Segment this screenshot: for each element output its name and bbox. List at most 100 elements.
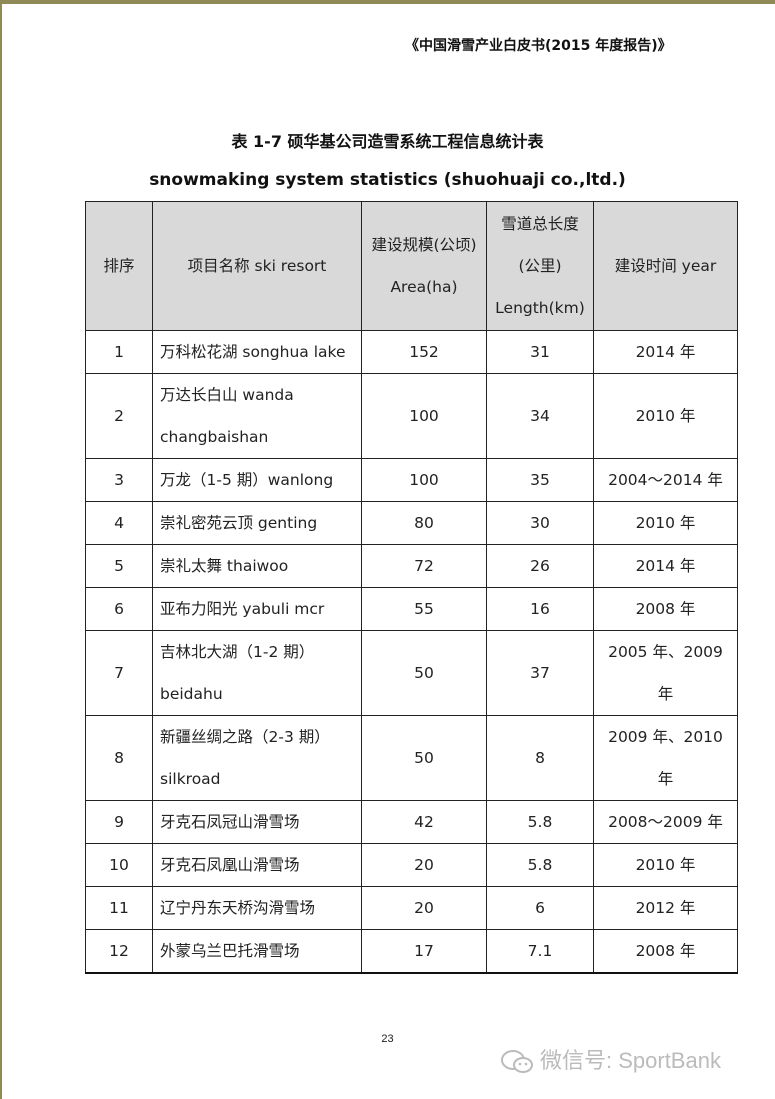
cell-name: 崇礼密苑云顶 genting <box>152 501 362 545</box>
cell-length: 34 <box>486 373 594 459</box>
cell-area: 72 <box>361 544 487 588</box>
cell-area: 55 <box>361 587 487 631</box>
column-header-line: 雪道总长度 <box>501 215 579 233</box>
column-header: 建设时间 year <box>593 201 738 331</box>
column-header-line: (公里) <box>518 257 562 275</box>
cell-no: 12 <box>85 929 153 974</box>
column-header: 雪道总长度 (公里) Length(km) <box>486 201 594 331</box>
cell-length: 37 <box>486 630 594 716</box>
resort-name-line: 辽宁丹东天桥沟滑雪场 <box>160 899 316 917</box>
cell-year: 2008～2009 年 <box>593 800 738 844</box>
cell-no: 11 <box>85 886 153 930</box>
cell-name: 牙克石凤冠山滑雪场 <box>152 800 362 844</box>
resort-name-line: 万龙（1-5 期）wanlong <box>160 471 334 489</box>
cell-length: 5.8 <box>486 843 594 887</box>
table-row: 8 新疆丝绸之路（2-3 期） silkroad 50 8 2009 年、2010 年 <box>85 715 738 801</box>
column-header-line: Area(ha) <box>390 278 458 296</box>
table-row: 10 牙克石凤凰山滑雪场 20 5.8 2010 年 <box>85 843 738 887</box>
table-row: 9 牙克石凤冠山滑雪场 42 5.8 2008～2009 年 <box>85 800 738 844</box>
cell-name: 新疆丝绸之路（2-3 期） silkroad <box>152 715 362 801</box>
cell-year: 2008 年 <box>593 929 738 974</box>
watermark-text: 微信号: SportBank <box>540 1048 721 1073</box>
cell-name: 外蒙乌兰巴托滑雪场 <box>152 929 362 974</box>
cell-name: 牙克石凤凰山滑雪场 <box>152 843 362 887</box>
cell-name: 崇礼太舞 thaiwoo <box>152 544 362 588</box>
cell-year: 2009 年、2010 年 <box>593 715 738 801</box>
table-title-cn: 表 1-7 硕华基公司造雪系统工程信息统计表 <box>231 132 544 151</box>
cell-no: 2 <box>85 373 153 459</box>
wechat-icon <box>501 1050 533 1074</box>
column-header: 项目名称 ski resort <box>152 201 362 331</box>
cell-area: 80 <box>361 501 487 545</box>
table-row: 1 万科松花湖 songhua lake 152 31 2014 年 <box>85 330 738 374</box>
table-row: 12 外蒙乌兰巴托滑雪场 17 7.1 2008 年 <box>85 929 738 974</box>
cell-name: 万龙（1-5 期）wanlong <box>152 458 362 502</box>
resort-name-line: 吉林北大湖（1-2 期） <box>160 643 315 661</box>
resort-name-line: 崇礼密苑云顶 genting <box>160 514 318 532</box>
cell-name: 亚布力阳光 yabuli mcr <box>152 587 362 631</box>
cell-no: 8 <box>85 715 153 801</box>
column-header-line: 项目名称 ski resort <box>187 257 327 275</box>
table-row: 4 崇礼密苑云顶 genting 80 30 2010 年 <box>85 501 738 545</box>
table-header-row: 排序 项目名称 ski resort 建设规模(公顷) Area(ha) 雪道总长度 (公… <box>85 201 738 331</box>
cell-length: 31 <box>486 330 594 374</box>
cell-length: 8 <box>486 715 594 801</box>
cell-year: 2004～2014 年 <box>593 458 738 502</box>
watermark: 微信号: SportBank <box>500 1043 721 1076</box>
table-row: 5 崇礼太舞 thaiwoo 72 26 2014 年 <box>85 544 738 588</box>
cell-year: 2005 年、2009 年 <box>593 630 738 716</box>
resort-name-line: 新疆丝绸之路（2-3 期） <box>160 728 330 746</box>
cell-area: 42 <box>361 800 487 844</box>
cell-name: 万达长白山 wanda changbaishan <box>152 373 362 459</box>
cell-area: 100 <box>361 458 487 502</box>
resort-name-line: 牙克石凤冠山滑雪场 <box>160 813 300 831</box>
cell-no: 7 <box>85 630 153 716</box>
cell-year: 2014 年 <box>593 544 738 588</box>
cell-length: 7.1 <box>486 929 594 974</box>
cell-no: 3 <box>85 458 153 502</box>
table-row: 11 辽宁丹东天桥沟滑雪场 20 6 2012 年 <box>85 886 738 930</box>
resort-name-line: changbaishan <box>160 428 269 446</box>
cell-length: 16 <box>486 587 594 631</box>
cell-length: 35 <box>486 458 594 502</box>
running-header: 《中国滑雪产业白皮书(2015 年度报告)》 <box>405 38 672 54</box>
cell-no: 1 <box>85 330 153 374</box>
cell-area: 17 <box>361 929 487 974</box>
table-row: 2 万达长白山 wanda changbaishan 100 34 2010 年 <box>85 373 738 459</box>
cell-area: 50 <box>361 715 487 801</box>
cell-length: 30 <box>486 501 594 545</box>
cell-length: 6 <box>486 886 594 930</box>
cell-no: 5 <box>85 544 153 588</box>
column-header-line: 建设时间 year <box>614 257 717 275</box>
cell-no: 4 <box>85 501 153 545</box>
cell-name: 万科松花湖 songhua lake <box>152 330 362 374</box>
table-row: 3 万龙（1-5 期）wanlong 100 35 2004～2014 年 <box>85 458 738 502</box>
statistics-table: 排序 项目名称 ski resort 建设规模(公顷) Area(ha) 雪道总长度 (公… <box>85 201 738 974</box>
table-row: 6 亚布力阳光 yabuli mcr 55 16 2008 年 <box>85 587 738 631</box>
page-frame-top <box>0 0 775 4</box>
cell-year: 2012 年 <box>593 886 738 930</box>
cell-year: 2008 年 <box>593 587 738 631</box>
cell-length: 5.8 <box>486 800 594 844</box>
resort-name-line: 亚布力阳光 yabuli mcr <box>160 600 325 618</box>
resort-name-line: beidahu <box>160 685 223 703</box>
resort-name-line: 外蒙乌兰巴托滑雪场 <box>160 942 300 960</box>
column-header-line: 排序 <box>103 257 135 275</box>
cell-no: 10 <box>85 843 153 887</box>
column-header: 建设规模(公顷) Area(ha) <box>361 201 487 331</box>
cell-no: 9 <box>85 800 153 844</box>
table-title-en: snowmaking system statistics (shuohuaji … <box>149 170 626 190</box>
cell-year: 2010 年 <box>593 501 738 545</box>
resort-name-line: 万达长白山 wanda <box>160 386 294 404</box>
page-frame-left <box>0 0 2 1099</box>
cell-year: 2014 年 <box>593 330 738 374</box>
resort-name-line: silkroad <box>160 770 221 788</box>
column-header-line: Length(km) <box>495 299 585 317</box>
cell-area: 152 <box>361 330 487 374</box>
cell-length: 26 <box>486 544 594 588</box>
cell-area: 100 <box>361 373 487 459</box>
cell-name: 吉林北大湖（1-2 期） beidahu <box>152 630 362 716</box>
column-header: 排序 <box>85 201 153 331</box>
resort-name-line: 万科松花湖 songhua lake <box>160 343 346 361</box>
cell-no: 6 <box>85 587 153 631</box>
